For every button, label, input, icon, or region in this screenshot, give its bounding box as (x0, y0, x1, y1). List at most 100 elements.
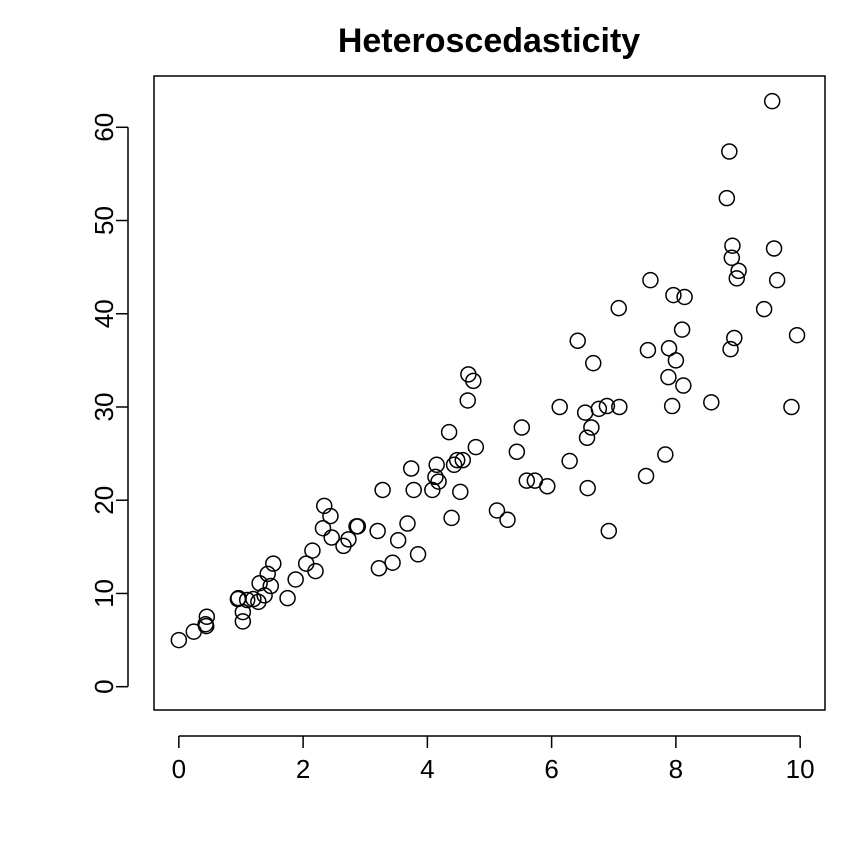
data-point (307, 562, 324, 580)
data-point (673, 321, 691, 338)
x-tick-label: 4 (420, 754, 434, 784)
data-point (370, 560, 388, 577)
x-tick-label: 10 (786, 754, 815, 784)
y-tick-label: 0 (89, 679, 119, 693)
x-tick-label: 8 (669, 754, 683, 784)
data-point (428, 456, 445, 474)
data-point (234, 613, 252, 630)
data-point (405, 481, 422, 499)
data-point (783, 398, 800, 416)
data-point (259, 565, 276, 583)
data-point (430, 473, 447, 490)
data-point (262, 577, 280, 595)
data-point (322, 507, 339, 525)
data-point (265, 555, 282, 572)
data-point (610, 299, 627, 317)
data-point (409, 546, 427, 563)
data-point (657, 446, 674, 463)
data-point (578, 429, 596, 447)
data-point (585, 354, 602, 372)
data-point (348, 518, 365, 535)
data-point (765, 240, 783, 257)
data-point (675, 377, 692, 394)
data-point (518, 472, 536, 489)
data-point (340, 531, 357, 548)
data-point (763, 92, 781, 110)
data-point (730, 262, 747, 280)
data-point (488, 502, 506, 519)
data-point (551, 398, 568, 416)
data-point (639, 341, 657, 359)
data-point (665, 286, 682, 304)
data-point (723, 249, 741, 267)
y-tick-label: 30 (89, 393, 119, 422)
data-point (256, 587, 273, 604)
data-point (402, 460, 420, 477)
y-axis: 0 10 20 30 40 50 60 (89, 113, 129, 694)
data-point (250, 593, 267, 611)
data-point (399, 515, 416, 532)
plot-area-frame (153, 75, 826, 711)
data-point (569, 332, 586, 350)
data-point (374, 481, 391, 499)
data-point (703, 394, 720, 411)
data-point (459, 392, 477, 409)
data-point (676, 288, 693, 306)
data-point (722, 340, 739, 358)
data-point (637, 467, 655, 485)
data-point (238, 591, 256, 609)
x-tick-label: 2 (296, 754, 310, 784)
data-point (755, 300, 773, 318)
data-point (611, 398, 628, 416)
data-points (170, 92, 806, 649)
data-point (389, 532, 407, 549)
data-point (287, 571, 304, 588)
data-point (499, 511, 516, 529)
y-tick-label: 60 (89, 113, 119, 142)
data-point (721, 143, 738, 160)
data-point (667, 352, 685, 369)
data-point (768, 271, 786, 289)
chart-title: Heteroscedasticity (338, 22, 640, 60)
data-point (440, 423, 458, 441)
y-tick-label: 40 (89, 299, 119, 328)
data-point (454, 451, 472, 469)
data-point (539, 477, 556, 495)
x-tick-label: 6 (544, 754, 558, 784)
data-point (467, 438, 485, 456)
data-point (349, 518, 367, 535)
data-point (384, 554, 401, 571)
data-point (600, 522, 618, 540)
data-point (465, 372, 482, 390)
y-tick-label: 50 (89, 206, 119, 235)
data-point (724, 237, 741, 254)
data-point (590, 400, 608, 418)
data-point (583, 419, 600, 436)
y-tick-label: 10 (89, 579, 119, 608)
data-point (598, 397, 616, 415)
x-axis: 0 2 4 6 8 10 (172, 735, 815, 784)
data-point (443, 509, 460, 527)
data-point (197, 617, 215, 635)
data-point (234, 603, 252, 621)
data-point (314, 519, 332, 537)
data-point (579, 479, 596, 497)
data-point (279, 589, 296, 607)
data-point (304, 542, 321, 559)
data-point (561, 452, 578, 470)
data-point (508, 443, 526, 460)
data-point (198, 608, 216, 626)
data-point (323, 529, 340, 546)
data-point (445, 456, 463, 474)
data-point (513, 419, 531, 436)
data-point (170, 631, 188, 649)
data-point (369, 522, 386, 540)
data-point (660, 368, 677, 386)
data-point (718, 189, 736, 207)
data-point (788, 326, 806, 344)
data-point (576, 404, 594, 421)
x-tick-label: 0 (172, 754, 186, 784)
data-point (642, 271, 659, 289)
data-point (424, 481, 441, 499)
